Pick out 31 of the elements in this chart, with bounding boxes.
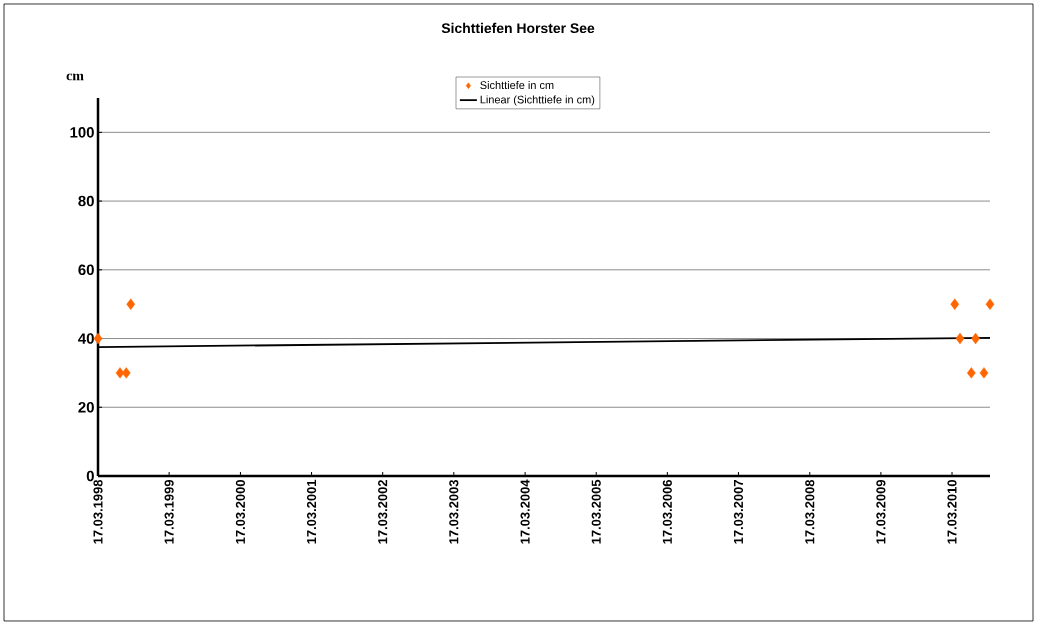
point [985,298,995,310]
x-tick-label: 17.03.1999 [164,480,174,544]
x-tick-label: 17.03.1998 [93,479,103,544]
y-tick-label: 0 [86,470,94,482]
point [967,367,976,379]
y-tick-label: 80 [78,195,94,207]
x-tick-label: 17.03.2004 [520,479,530,544]
x-tick-label: 17.03.2005 [591,479,601,544]
x-tick-label: 17.03.2008 [805,479,815,544]
y-tick-label: 100 [70,127,94,138]
x-tick-label: 17.03.2002 [378,480,388,544]
x-tick-label: 17.03.2001 [306,479,317,544]
point [950,298,960,310]
legend-label: Linear (Sichttiefe in cm) [480,95,595,106]
point [979,367,989,379]
y-tick-label: 40 [78,333,94,344]
point [115,367,125,379]
y-tick-label: 20 [78,401,94,413]
y-axis-title: cm [66,73,84,81]
y-tick-label: 60 [78,264,94,276]
x-tick-label: 17.03.2003 [449,479,459,544]
point [93,332,103,345]
x-tick-label: 17.03.2010 [947,480,957,544]
x-tick-label: 17.03.2000 [235,480,246,544]
legend-label: Sichttiefe in cm [480,81,554,90]
x-tick-label: 17.03.2007 [733,480,744,544]
point [955,332,965,345]
x-tick-label: 17.03.2009 [876,480,886,544]
chart-title: Sichttiefen Horster See [441,22,595,34]
point [126,298,136,310]
x-tick-label: 17.03.2006 [662,479,672,544]
